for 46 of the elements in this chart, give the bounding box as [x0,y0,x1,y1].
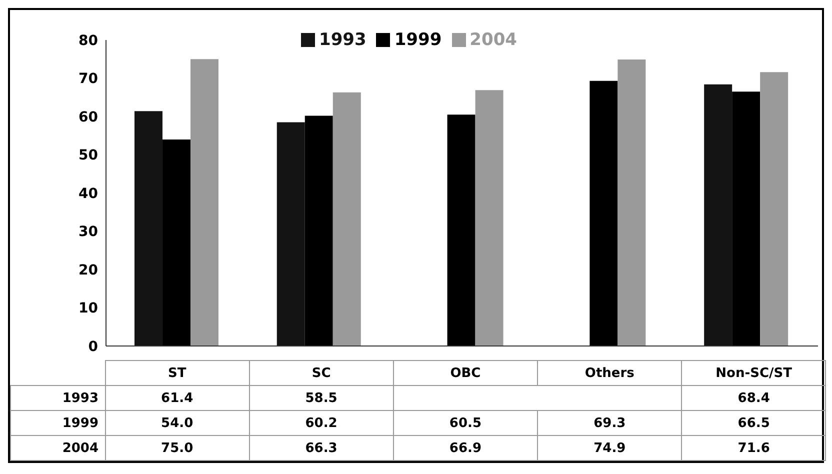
bar [332,92,361,346]
y-tick-label: 20 [78,262,98,278]
data-label: 75.0 [105,436,250,460]
y-tick-label: 80 [78,32,98,49]
data-label: 66.5 [682,410,826,436]
x-tick-label: SC [249,360,394,386]
legend-label: 1999 [394,30,442,50]
x-tick-label: OBC [393,360,538,386]
data-label: 69.3 [538,410,682,436]
x-tick-label: Non-SC/ST [682,360,826,386]
y-tick-label: 70 [78,71,98,88]
y-tick-label: 40 [78,186,98,202]
y-tick-label: 60 [78,109,98,126]
data-label: 60.2 [249,410,394,436]
data-label: 61.4 [105,386,250,410]
bar [447,114,476,346]
y-tick-label: 30 [78,224,98,240]
y-tick-label: 10 [78,300,98,317]
bar [304,116,333,346]
text: 2004 [62,440,98,456]
x-tick-label: ST [105,360,250,386]
data-label: 54.0 [105,410,250,436]
legend-label: 1993 [319,30,366,50]
data-label: 74.9 [538,436,682,460]
data-label: 58.5 [249,386,394,410]
bar [276,122,305,346]
bar [162,139,190,346]
data-label: 71.6 [682,436,826,460]
bar [134,111,162,346]
text: 1999 [62,416,98,430]
bar [760,72,788,346]
data-label: 60.5 [393,410,538,436]
x-tick-label: Others [538,360,682,386]
bar [732,92,760,346]
text: 1993 [62,390,98,406]
bar [475,90,504,346]
bar [190,59,218,346]
y-tick-label: 50 [78,148,98,164]
data-label: 68.4 [682,386,826,410]
bar [618,60,646,346]
bar [590,80,618,346]
bar [704,84,732,346]
data-label: 66.9 [393,436,538,460]
legend-label: 2004 [470,30,517,50]
y-tick-label: 0 [88,338,98,355]
data-label: 66.3 [249,436,394,460]
